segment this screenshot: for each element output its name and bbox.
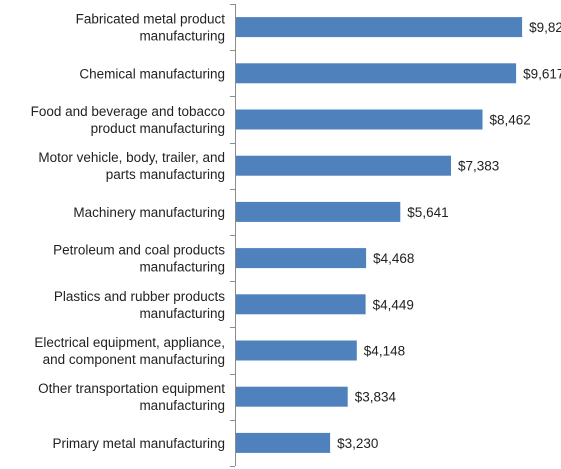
category-label-line: Primary metal manufacturing	[52, 436, 225, 451]
bar	[236, 109, 483, 130]
data-label: $4,468	[373, 251, 414, 266]
category-label: Other transportation equipment manufactur…	[38, 381, 225, 413]
category-label-line: Motor vehicle, body, trailer, and	[38, 150, 225, 165]
category-label-line: and component manufacturing	[43, 352, 225, 367]
category-label: Fabricated metal product manufacturing	[76, 12, 226, 44]
category-label-line: Machinery manufacturing	[73, 205, 225, 220]
category-label-line: manufacturing	[139, 260, 225, 275]
category-label-line: Electrical equipment, appliance,	[34, 335, 225, 350]
category-label-line: Petroleum and coal products	[53, 243, 225, 258]
bar	[236, 155, 451, 176]
bar	[236, 248, 367, 269]
category-label: Petroleum and coal products manufacturing	[53, 243, 225, 275]
data-label: $8,462	[490, 113, 531, 128]
category-label: Primary metal manufacturing	[52, 436, 225, 451]
data-label: $4,449	[373, 297, 414, 312]
bar	[236, 340, 357, 361]
category-label: Chemical manufacturing	[79, 66, 225, 81]
category-label-line: Food and beverage and tobacco	[31, 104, 225, 119]
category-label-line: Chemical manufacturing	[79, 66, 225, 81]
data-label: $3,834	[355, 390, 397, 405]
category-label: Motor vehicle, body, trailer, and parts m…	[38, 150, 225, 182]
bar	[236, 63, 517, 84]
bar	[236, 432, 331, 453]
category-label-line: product manufacturing	[91, 121, 225, 136]
data-label: $7,383	[458, 159, 499, 174]
data-label: $9,617	[523, 66, 561, 81]
bars-group	[236, 17, 523, 453]
data-label: $3,230	[337, 436, 378, 451]
category-label: Electrical equipment, appliance, and comp…	[34, 335, 225, 367]
category-label-line: manufacturing	[139, 398, 225, 413]
category-labels: Fabricated metal product manufacturing Che…	[31, 12, 226, 451]
bar	[236, 201, 401, 222]
category-label-line: Plastics and rubber products	[54, 289, 225, 304]
y-axis-ticks	[230, 4, 235, 467]
data-label: $4,148	[364, 344, 405, 359]
category-label-line: manufacturing	[139, 306, 225, 321]
bar	[236, 294, 366, 315]
data-label: $9,823	[529, 20, 561, 35]
category-label-line: manufacturing	[139, 29, 225, 44]
category-label-line: Other transportation equipment	[38, 381, 225, 396]
data-label: $5,641	[407, 205, 448, 220]
category-label-line: parts manufacturing	[106, 167, 225, 182]
category-label: Plastics and rubber products manufacturin…	[54, 289, 225, 321]
category-label: Food and beverage and tobacco product man…	[31, 104, 225, 136]
category-label: Machinery manufacturing	[73, 205, 225, 220]
bar	[236, 386, 348, 407]
value-labels: $9,823 $9,617 $8,462 $7,383 $5,641 $4,468 $4,4…	[337, 20, 561, 451]
category-label-line: Fabricated metal product	[76, 12, 226, 27]
bar	[236, 17, 523, 38]
